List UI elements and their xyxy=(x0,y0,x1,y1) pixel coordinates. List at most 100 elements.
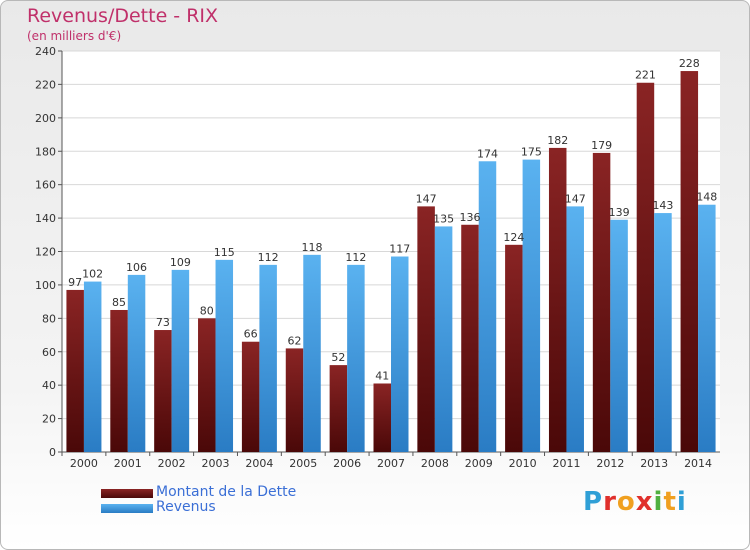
y-tick-label: 200 xyxy=(35,112,56,125)
bar-dette xyxy=(329,365,348,452)
data-label-dette: 136 xyxy=(459,211,480,224)
data-label-revenus: 102 xyxy=(82,268,103,281)
y-tick-label: 140 xyxy=(35,212,56,225)
logo-letter: r xyxy=(603,487,617,517)
bar-dette xyxy=(154,330,172,452)
x-tick-label: 2011 xyxy=(552,457,580,470)
bar-revenus xyxy=(698,204,716,452)
x-tick-label: 2005 xyxy=(289,457,317,470)
data-label-dette: 221 xyxy=(635,69,656,82)
data-label-revenus: 174 xyxy=(477,147,498,160)
logo-letter: t xyxy=(663,487,677,517)
logo-letter: i xyxy=(653,487,664,517)
data-label-revenus: 148 xyxy=(696,191,717,204)
data-label-dette: 179 xyxy=(591,139,612,152)
x-tick-label: 2010 xyxy=(509,457,537,470)
data-label-revenus: 112 xyxy=(258,251,279,264)
bar-dette xyxy=(636,82,655,452)
proxiti-logo: Proxiti xyxy=(583,487,687,517)
x-tick-label: 2009 xyxy=(465,457,493,470)
y-tick-label: 20 xyxy=(42,413,56,426)
y-tick-label: 80 xyxy=(42,312,56,325)
bar-dette xyxy=(66,289,84,452)
bar-revenus xyxy=(83,281,102,452)
logo-letter: i xyxy=(676,487,687,517)
logo-letter: P xyxy=(583,487,604,517)
data-label-revenus: 175 xyxy=(521,146,542,159)
y-tick-label: 160 xyxy=(35,179,56,192)
bar-dette xyxy=(505,244,523,452)
data-label-revenus: 109 xyxy=(170,256,191,269)
data-label-dette: 124 xyxy=(503,231,524,244)
x-tick-label: 2013 xyxy=(640,457,668,470)
data-label-revenus: 139 xyxy=(609,206,630,219)
data-label-revenus: 117 xyxy=(389,243,410,256)
data-label-dette: 147 xyxy=(416,192,437,205)
bar-dette xyxy=(285,348,304,452)
data-label-dette: 85 xyxy=(112,296,126,309)
logo-letter: x xyxy=(635,487,654,517)
bar-dette xyxy=(592,152,611,452)
data-label-revenus: 143 xyxy=(652,199,673,212)
chart-title: Revenus/Dette - RIX xyxy=(27,5,219,27)
chart-subtitle: (en milliers d'€) xyxy=(27,29,122,43)
y-tick-label: 100 xyxy=(35,279,56,292)
bar-revenus xyxy=(654,213,672,452)
data-label-dette: 62 xyxy=(288,334,302,347)
y-tick-label: 180 xyxy=(35,145,56,158)
data-label-revenus: 112 xyxy=(345,251,366,264)
x-tick-label: 2014 xyxy=(684,457,712,470)
bar-revenus xyxy=(522,159,541,452)
logo-letter: o xyxy=(616,487,636,517)
bar-revenus xyxy=(566,206,584,452)
bar-revenus xyxy=(127,274,146,452)
data-label-dette: 182 xyxy=(547,134,568,147)
data-label-dette: 66 xyxy=(244,328,258,341)
x-tick-label: 2004 xyxy=(245,457,273,470)
legend-swatch-dette xyxy=(101,489,153,498)
x-tick-label: 2008 xyxy=(421,457,449,470)
bar-dette xyxy=(680,71,699,453)
data-label-dette: 41 xyxy=(375,369,389,382)
data-label-revenus: 115 xyxy=(214,246,235,259)
y-tick-label: 220 xyxy=(35,78,56,91)
bar-revenus xyxy=(391,256,409,452)
legend-label-revenus: Revenus xyxy=(156,499,216,515)
bar-revenus xyxy=(610,219,628,452)
bar-dette xyxy=(461,224,479,452)
data-label-dette: 228 xyxy=(679,57,700,70)
data-label-dette: 80 xyxy=(200,304,214,317)
y-tick-label: 240 xyxy=(35,45,56,58)
bar-revenus xyxy=(171,269,190,452)
x-tick-label: 2001 xyxy=(114,457,142,470)
bar-dette xyxy=(241,341,260,452)
bar-dette xyxy=(373,383,391,452)
bar-dette xyxy=(110,309,128,452)
data-label-dette: 73 xyxy=(156,316,170,329)
bar-revenus xyxy=(347,264,365,452)
bar-revenus xyxy=(478,161,497,452)
data-label-dette: 52 xyxy=(331,351,345,364)
data-label-dette: 97 xyxy=(68,276,82,289)
data-label-revenus: 118 xyxy=(302,241,323,254)
legend-swatch-revenus xyxy=(101,504,153,513)
bar-revenus xyxy=(215,259,234,452)
bar-revenus xyxy=(434,226,453,452)
x-tick-label: 2007 xyxy=(377,457,405,470)
bar-dette xyxy=(548,147,567,453)
x-tick-label: 2012 xyxy=(596,457,624,470)
x-tick-label: 2002 xyxy=(158,457,186,470)
data-label-revenus: 147 xyxy=(565,192,586,205)
data-label-revenus: 106 xyxy=(126,261,147,274)
legend-label-dette: Montant de la Dette xyxy=(156,484,297,500)
bar-dette xyxy=(417,206,435,452)
x-tick-label: 2003 xyxy=(202,457,230,470)
bar-revenus xyxy=(259,264,277,452)
y-tick-label: 0 xyxy=(49,446,56,459)
bar-dette xyxy=(198,318,216,452)
x-tick-label: 2000 xyxy=(70,457,98,470)
x-tick-label: 2006 xyxy=(333,457,361,470)
y-tick-label: 60 xyxy=(42,346,56,359)
